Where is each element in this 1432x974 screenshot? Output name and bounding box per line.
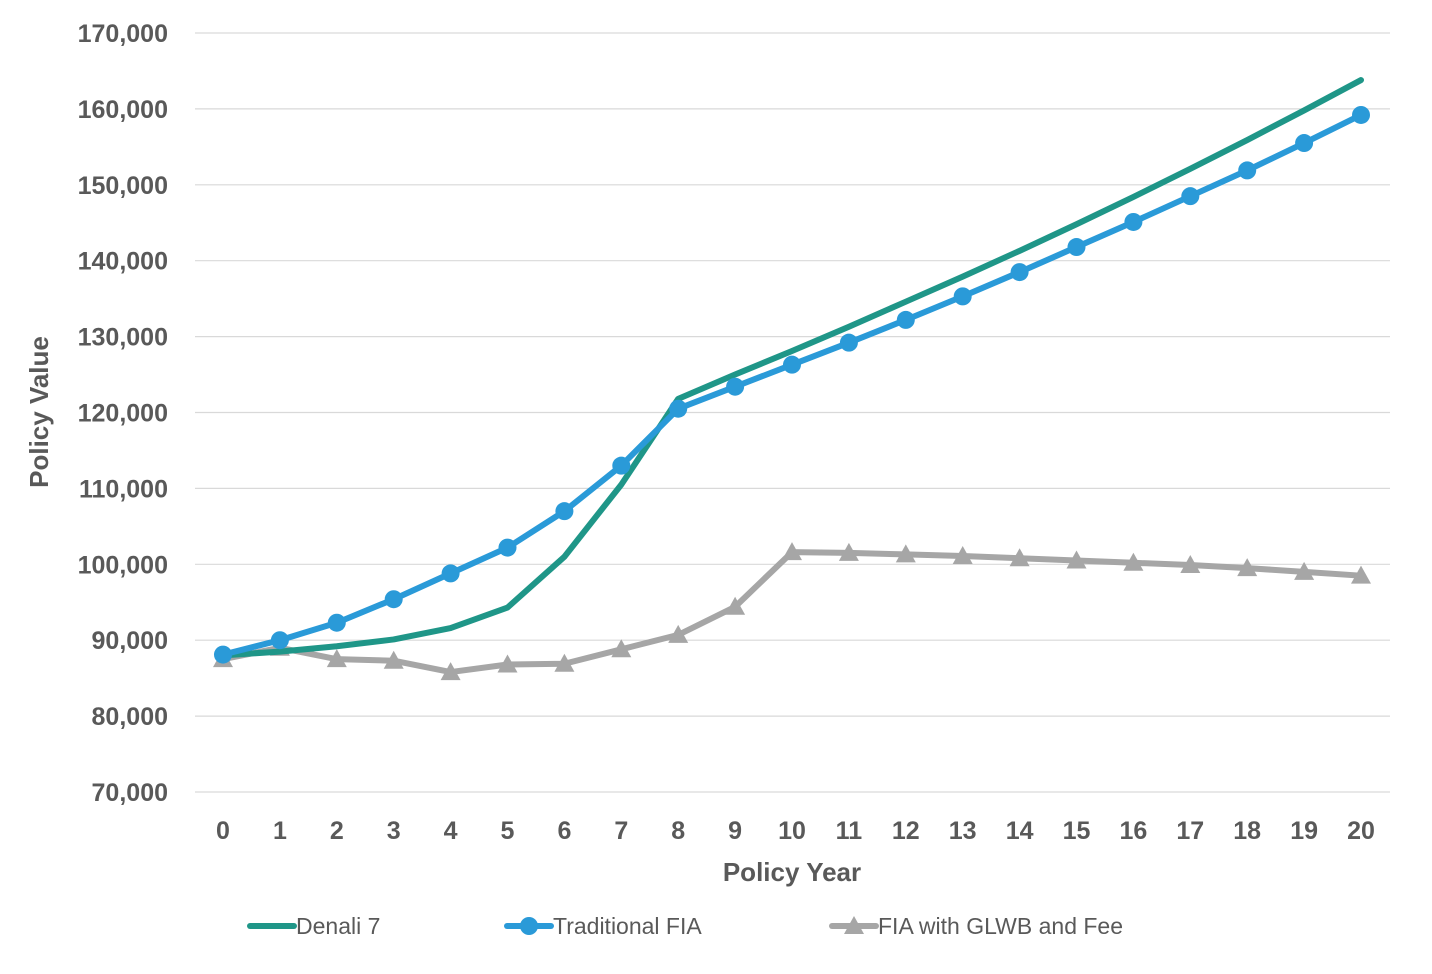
x-tick-label: 20 xyxy=(1347,817,1375,845)
series-fia-with-glwb-and-fee xyxy=(213,542,1371,681)
data-point-fia-with-glwb-and-fee xyxy=(1009,548,1030,567)
x-tick-label: 13 xyxy=(949,817,977,845)
data-point-fia-with-glwb-and-fee xyxy=(326,649,347,668)
x-tick-label: 15 xyxy=(1063,817,1091,845)
x-tick-label: 0 xyxy=(216,817,230,845)
data-point-fia-with-glwb-and-fee xyxy=(1180,555,1201,574)
y-tick-label: 160,000 xyxy=(78,96,168,124)
data-point-traditional-fia xyxy=(669,399,688,418)
data-point-fia-with-glwb-and-fee xyxy=(497,654,518,673)
legend-item-fia-with-glwb-and-fee: FIA with GLWB and Fee xyxy=(829,913,1123,939)
data-point-fia-with-glwb-and-fee xyxy=(554,653,575,672)
x-tick-label: 2 xyxy=(330,817,344,845)
y-tick-label: 130,000 xyxy=(78,324,168,352)
y-tick-label: 80,000 xyxy=(92,703,168,731)
data-point-traditional-fia xyxy=(1295,134,1314,153)
data-point-fia-with-glwb-and-fee xyxy=(1351,565,1371,584)
gridlines xyxy=(195,32,1390,793)
data-point-traditional-fia xyxy=(498,538,517,557)
legend-marker xyxy=(844,916,864,934)
data-point-traditional-fia xyxy=(612,456,631,475)
y-axis-title: Policy Value xyxy=(24,336,54,488)
data-point-traditional-fia xyxy=(1181,187,1200,206)
data-point-traditional-fia xyxy=(214,645,232,664)
data-point-traditional-fia xyxy=(384,590,403,609)
data-point-fia-with-glwb-and-fee xyxy=(1294,561,1315,580)
data-point-fia-with-glwb-and-fee xyxy=(383,650,404,669)
data-point-traditional-fia xyxy=(783,355,801,374)
legend-marker xyxy=(520,917,538,935)
legend-item-traditional-fia: Traditional FIA xyxy=(504,913,702,939)
x-tick-label: 4 xyxy=(444,817,458,845)
y-tick-label: 110,000 xyxy=(79,475,168,503)
x-tick-label: 8 xyxy=(671,817,685,845)
legend: Denali 7 Traditional FIA FIA with GLWB and… xyxy=(247,913,1123,939)
data-point-traditional-fia xyxy=(839,333,858,352)
x-axis-ticks: 0 1 2 3 4 5 6 7 8 9 10 11 12 13 14 15 16 17 18 19 20 xyxy=(216,817,1375,845)
data-point-traditional-fia xyxy=(1124,212,1143,231)
y-tick-label: 70,000 xyxy=(92,779,168,807)
data-point-traditional-fia xyxy=(327,613,346,632)
data-point-fia-with-glwb-and-fee xyxy=(895,544,916,563)
x-tick-label: 11 xyxy=(836,817,863,845)
data-point-traditional-fia xyxy=(441,564,460,583)
data-point-fia-with-glwb-and-fee xyxy=(611,639,632,658)
y-tick-label: 100,000 xyxy=(78,551,168,579)
y-tick-label: 120,000 xyxy=(78,400,168,428)
data-point-fia-with-glwb-and-fee xyxy=(1237,558,1258,577)
data-point-fia-with-glwb-and-fee xyxy=(838,542,859,561)
y-axis-ticks: 70,000 80,000 90,000 100,000 110,000 120,000 1… xyxy=(78,20,168,807)
data-point-traditional-fia xyxy=(1352,105,1370,124)
data-point-traditional-fia xyxy=(953,287,972,306)
x-tick-label: 10 xyxy=(778,817,806,845)
x-tick-label: 16 xyxy=(1119,817,1147,845)
x-tick-label: 9 xyxy=(728,817,742,845)
legend-label: FIA with GLWB and Fee xyxy=(878,913,1123,939)
data-point-traditional-fia xyxy=(555,502,574,521)
series-traditional-fia xyxy=(214,105,1370,664)
legend-label: Denali 7 xyxy=(296,913,380,939)
data-point-traditional-fia xyxy=(1067,238,1086,257)
data-point-fia-with-glwb-and-fee xyxy=(952,545,973,564)
x-tick-label: 5 xyxy=(501,817,515,845)
data-point-fia-with-glwb-and-fee xyxy=(1123,552,1144,571)
x-tick-label: 3 xyxy=(387,817,401,845)
x-tick-label: 18 xyxy=(1233,817,1261,845)
x-tick-label: 17 xyxy=(1176,817,1204,845)
data-point-fia-with-glwb-and-fee xyxy=(1066,550,1087,569)
data-point-fia-with-glwb-and-fee xyxy=(440,662,461,681)
data-point-traditional-fia xyxy=(896,310,915,329)
y-tick-label: 170,000 xyxy=(78,20,168,48)
data-point-traditional-fia xyxy=(270,631,289,650)
series-layer xyxy=(213,77,1371,681)
x-tick-label: 14 xyxy=(1006,817,1034,845)
series-denali-7 xyxy=(220,77,1364,659)
legend-item-denali-7: Denali 7 xyxy=(247,913,380,939)
data-point-fia-with-glwb-and-fee xyxy=(725,596,746,615)
data-point-traditional-fia xyxy=(1238,161,1257,180)
x-axis-title: Policy Year xyxy=(723,857,861,887)
x-tick-label: 12 xyxy=(892,817,920,845)
series-line-denali-7 xyxy=(220,77,1364,659)
y-tick-label: 150,000 xyxy=(78,172,168,200)
y-tick-label: 140,000 xyxy=(78,248,168,276)
legend-label: Traditional FIA xyxy=(553,913,702,939)
x-tick-label: 7 xyxy=(614,817,628,845)
data-point-traditional-fia xyxy=(1010,263,1029,282)
x-tick-label: 19 xyxy=(1290,817,1318,845)
data-point-fia-with-glwb-and-fee xyxy=(668,624,689,643)
data-point-fia-with-glwb-and-fee xyxy=(782,542,802,561)
x-tick-label: 6 xyxy=(557,817,571,845)
data-point-traditional-fia xyxy=(726,377,745,396)
x-tick-label: 1 xyxy=(273,817,287,845)
y-tick-label: 90,000 xyxy=(92,627,168,655)
